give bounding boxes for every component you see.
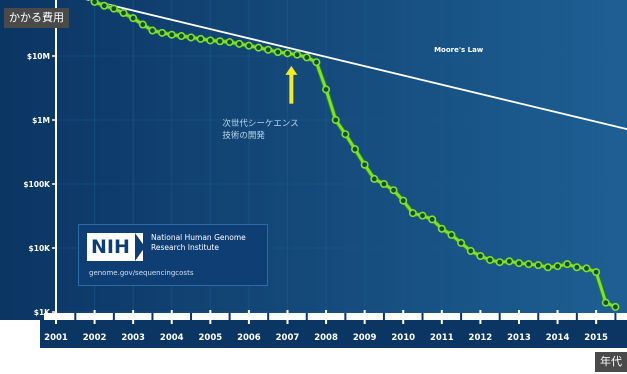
data-point <box>312 58 321 67</box>
data-point <box>206 36 215 45</box>
data-point <box>495 258 504 267</box>
data-point <box>611 302 620 311</box>
data-point <box>563 260 572 269</box>
data-point <box>476 251 485 260</box>
data-point <box>486 255 495 264</box>
data-point <box>466 246 475 255</box>
data-point <box>534 261 543 270</box>
data-point <box>592 268 601 277</box>
data-point <box>264 45 273 54</box>
y-tick-label: $1M <box>32 116 50 125</box>
data-point <box>399 196 408 205</box>
x-axis-label-band <box>40 320 627 348</box>
x-tick-label: 2009 <box>353 333 377 343</box>
data-point <box>582 264 591 273</box>
x-tick-label: 2001 <box>44 333 68 343</box>
x-tick-label: 2004 <box>160 333 184 343</box>
x-tick-label: 2015 <box>584 333 608 343</box>
x-tick-label: 2010 <box>391 333 415 343</box>
data-point <box>418 211 427 220</box>
x-tick-label: 2006 <box>237 333 261 343</box>
data-point <box>138 20 147 29</box>
data-point <box>129 14 138 23</box>
data-point <box>437 224 446 233</box>
data-point <box>447 230 456 239</box>
data-point <box>283 49 292 58</box>
data-point <box>293 50 302 59</box>
chevron-right-icon <box>135 233 145 261</box>
y-axis-title: かかる費用 <box>4 8 69 28</box>
x-tick-label: 2008 <box>314 333 338 343</box>
annotation-label: 技術の開発 <box>222 130 265 141</box>
data-point <box>524 260 533 269</box>
x-axis: 2001 2002 2003 2004 2005 2006 2007 2008 2009 2010… <box>40 310 627 348</box>
data-point <box>379 180 388 189</box>
x-axis-title: 年代 <box>595 352 627 372</box>
data-point <box>196 34 205 43</box>
data-point <box>370 174 379 183</box>
nih-logo-text: NIH <box>91 236 130 258</box>
moores-law-line: Moore's Law <box>85 0 627 131</box>
nih-panel: NIH National Human Genome Research Insti… <box>78 224 268 286</box>
arrow-up-icon <box>285 65 298 75</box>
y-tick-label: $100K <box>23 180 51 189</box>
data-point <box>244 41 253 50</box>
x-tick-label: 2011 <box>430 333 454 343</box>
nih-institute-name: National Human Genome Research Institute <box>151 233 246 252</box>
x-tick-label: 2003 <box>121 333 145 343</box>
data-point <box>158 28 167 37</box>
x-tick-label: 2002 <box>83 333 107 343</box>
data-point <box>254 43 263 52</box>
data-point <box>148 26 157 35</box>
data-point <box>341 130 350 139</box>
data-point <box>428 215 437 224</box>
data-point <box>505 257 514 266</box>
arrow-shaft <box>289 73 294 104</box>
data-point <box>273 48 282 57</box>
grid <box>55 0 627 313</box>
data-point <box>457 238 466 247</box>
moores-law-line-path <box>85 0 627 131</box>
y-tick-label: $10K <box>29 244 52 253</box>
data-point <box>601 298 610 307</box>
data-point <box>322 85 331 94</box>
x-tick-label: 2014 <box>546 333 570 343</box>
data-point <box>553 262 562 271</box>
x-axis-bar <box>44 313 627 320</box>
x-tick-label: 2007 <box>276 333 300 343</box>
data-point <box>187 33 196 42</box>
data-point <box>543 263 552 272</box>
data-point <box>90 0 99 6</box>
moores-law-label: Moore's Law <box>434 46 484 54</box>
data-point <box>351 145 360 154</box>
x-tick-label: 2005 <box>198 333 222 343</box>
nih-logo: NIH <box>87 233 145 261</box>
data-point <box>167 30 176 39</box>
data-point <box>225 38 234 47</box>
data-point <box>572 263 581 272</box>
data-point <box>514 259 523 268</box>
nih-url: genome.gov/sequencingcosts <box>89 269 194 277</box>
data-point <box>408 209 417 218</box>
x-tick-label: 2012 <box>469 333 493 343</box>
data-point <box>235 39 244 48</box>
data-point <box>360 160 369 169</box>
data-point <box>331 116 340 125</box>
data-point <box>302 53 311 62</box>
data-point <box>100 1 109 10</box>
x-tick-label: 2013 <box>507 333 531 343</box>
data-point <box>119 8 128 17</box>
data-point <box>109 4 118 13</box>
data-point <box>215 37 224 46</box>
data-point <box>177 32 186 41</box>
annotation-label: 次世代シーケエンス <box>222 118 298 129</box>
data-point <box>389 186 398 195</box>
y-tick-label: $1K <box>34 308 51 317</box>
y-axis: $1K $10K $100K $1M $10M <box>23 0 57 317</box>
y-tick-label: $10M <box>27 52 50 61</box>
series-line <box>88 0 620 311</box>
